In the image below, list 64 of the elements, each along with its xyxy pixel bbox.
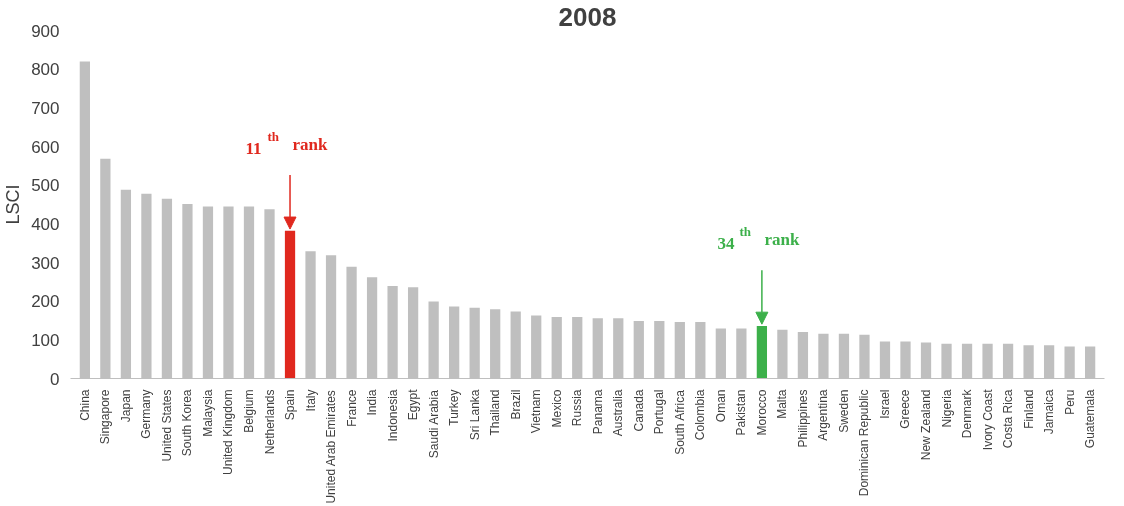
x-tick-label: Mexico: [549, 389, 564, 428]
chart-title: 2008: [558, 1, 617, 32]
x-tick-label: Vietnam: [529, 389, 544, 434]
x-tick-label: Sri Lanka: [467, 389, 482, 441]
x-tick-label: Spain: [283, 389, 298, 421]
x-tick-label: France: [344, 389, 359, 427]
annotation: 34th rank: [717, 224, 800, 254]
x-tick-label: United Kingdom: [221, 389, 236, 475]
x-tick-label: Thailand: [488, 389, 503, 436]
y-tick-label: 500: [31, 176, 60, 196]
x-tick-label: Oman: [713, 389, 728, 423]
y-tick-label: 0: [50, 369, 60, 389]
y-tick-label: 100: [31, 330, 60, 350]
x-tick-label: Indonesia: [385, 389, 400, 442]
x-tick-label: Philippines: [795, 389, 810, 448]
x-tick-label: Colombia: [693, 389, 708, 441]
x-tick-label: Costa Rica: [1001, 389, 1016, 449]
x-tick-label: Jamaica: [1042, 389, 1057, 435]
x-tick-label: Dominican Republic: [857, 389, 872, 497]
y-axis-title: LSCI: [3, 184, 24, 225]
x-tick-label: New Zealand: [919, 389, 934, 461]
x-tick-label: Malta: [775, 389, 790, 419]
x-tick-label: Panama: [590, 389, 605, 435]
x-tick-label: Sweden: [836, 389, 851, 433]
x-tick-label: Australia: [611, 389, 626, 437]
x-tick-label: Egypt: [406, 388, 421, 421]
x-tick-label: United Arab Emirates: [324, 390, 339, 504]
y-tick-label: 300: [31, 253, 60, 273]
x-tick-label: Russia: [570, 389, 585, 427]
x-tick-label: Ivory Coast: [980, 388, 995, 451]
y-tick-label: 700: [31, 98, 60, 118]
x-tick-label: Guatemala: [1083, 389, 1098, 449]
x-tick-label: China: [77, 389, 92, 421]
x-tick-label: Japan: [118, 389, 133, 423]
x-tick-label: South Africa: [672, 389, 687, 455]
y-tick-label: 800: [31, 60, 60, 80]
x-tick-label: Brazil: [508, 389, 523, 420]
x-tick-label: Singapore: [98, 389, 113, 445]
x-tick-label: Morocco: [754, 389, 769, 436]
x-tick-label: South Korea: [180, 389, 195, 457]
x-tick-label: Nigeria: [939, 389, 954, 428]
y-tick-label: 200: [31, 292, 60, 312]
x-tick-label: Peru: [1062, 389, 1077, 415]
x-tick-label: Pakistan: [734, 389, 749, 436]
annotation: 11th rank: [245, 129, 329, 159]
x-tick-label: Greece: [898, 389, 913, 429]
x-tick-label: India: [365, 389, 380, 416]
x-tick-label: Germany: [139, 389, 154, 439]
x-tick-label: Denmark: [960, 388, 975, 439]
x-tick-label: Malaysia: [200, 389, 215, 437]
x-tick-label: Canada: [631, 389, 646, 432]
x-tick-label: Israel: [877, 389, 892, 419]
y-tick-label: 900: [31, 21, 60, 41]
y-tick-label: 600: [31, 137, 60, 157]
x-tick-label: Belgium: [241, 389, 256, 433]
x-tick-label: Netherlands: [262, 389, 277, 455]
x-tick-label: Portugal: [652, 389, 667, 435]
x-tick-label: Argentina: [816, 389, 831, 441]
x-tick-label: United States: [159, 389, 174, 462]
x-tick-label: Finland: [1021, 389, 1036, 429]
x-tick-label: Turkey: [447, 389, 462, 426]
x-tick-label: Italy: [303, 389, 318, 412]
x-tick-label: Saudi Arabia: [426, 389, 441, 459]
y-tick-label: 400: [31, 214, 60, 234]
